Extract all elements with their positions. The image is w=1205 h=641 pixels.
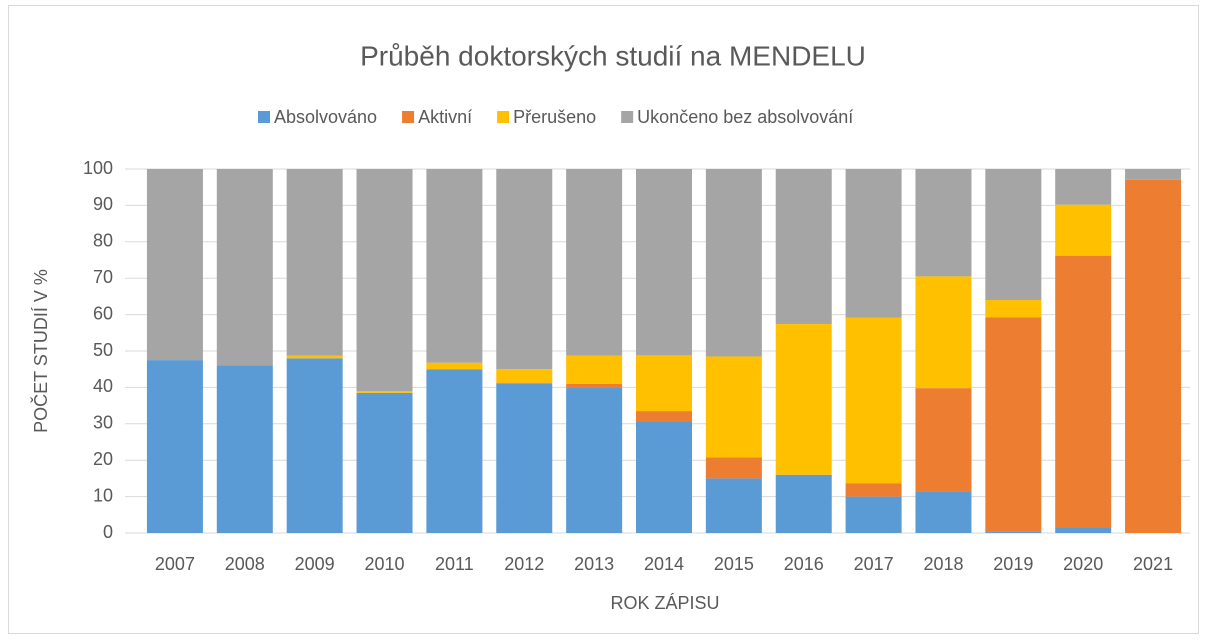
x-tick-label: 2011 (435, 554, 474, 574)
bar-segment (146, 360, 203, 533)
bar-segment (845, 317, 902, 484)
bar-segment (705, 478, 762, 533)
bar-segment (636, 355, 692, 412)
bar-segment (775, 474, 832, 533)
legend-swatch (402, 111, 415, 123)
y-tick-label: 50 (93, 340, 113, 360)
bar-segment (845, 169, 902, 318)
bar-segment (1055, 255, 1112, 528)
x-tick-label: 2018 (923, 554, 963, 574)
bar-segment (985, 300, 1042, 318)
y-tick-label: 70 (93, 267, 113, 287)
legend-label: Přerušeno (513, 107, 596, 127)
legend-swatch (497, 111, 510, 123)
bar-segment (356, 392, 413, 533)
bar-segment (705, 356, 762, 458)
bar-segment (1055, 527, 1112, 533)
bar-segment (496, 382, 553, 384)
bar-segment (636, 411, 692, 422)
x-tick-label: 2017 (854, 554, 894, 574)
bar-segment (566, 383, 623, 388)
x-tick-label: 2008 (225, 554, 265, 574)
legend-label: Aktivní (418, 107, 472, 127)
x-tick-label: 2012 (504, 554, 544, 574)
bar-segment (915, 169, 972, 277)
bar-segment (636, 421, 692, 533)
bar-segment (985, 317, 1042, 532)
x-tick-label: 2020 (1063, 554, 1103, 574)
x-axis-label: ROK ZÁPISU (610, 593, 719, 613)
legend-label: Absolvováno (274, 107, 377, 127)
x-tick-label: 2015 (714, 554, 754, 574)
bar-segment (566, 355, 623, 384)
x-tick-label: 2013 (574, 554, 614, 574)
x-tick-label: 2009 (295, 554, 335, 574)
bar-segment (985, 169, 1042, 301)
bar-segment (146, 169, 203, 361)
x-tick-label: 2021 (1133, 554, 1173, 574)
bar-segment (1055, 169, 1112, 205)
bar-segment (496, 169, 553, 370)
bar-segment (356, 391, 413, 393)
bar-segment (216, 365, 273, 533)
bar-segment (496, 369, 553, 383)
bar-segment (1055, 204, 1112, 256)
bar-segment (775, 169, 832, 325)
y-tick-label: 60 (93, 303, 113, 323)
chart-title: Průběh doktorských studií na MENDELU (360, 40, 866, 71)
bar-segment (356, 169, 413, 392)
y-tick-label: 0 (103, 522, 113, 542)
x-tick-label: 2016 (784, 554, 824, 574)
bar-segment (1125, 179, 1182, 534)
y-tick-label: 20 (93, 449, 113, 469)
legend-swatch (621, 111, 634, 123)
bar-segment (705, 169, 762, 357)
bar-segment (915, 491, 972, 533)
bar-segment (496, 383, 553, 533)
bar-segment (915, 276, 972, 389)
bar-segment (845, 483, 902, 497)
x-tick-label: 2010 (365, 554, 405, 574)
x-tick-label: 2007 (155, 554, 195, 574)
bar-segment (985, 531, 1042, 533)
bar-segment (775, 324, 832, 475)
bar-segment (915, 388, 972, 492)
bar-segment (286, 169, 343, 356)
y-tick-label: 30 (93, 413, 113, 433)
y-tick-label: 100 (83, 158, 113, 178)
bar-segment (1125, 169, 1182, 180)
bar-segment (426, 362, 483, 370)
bar-segment (845, 496, 902, 533)
x-tick-label: 2019 (993, 554, 1033, 574)
y-tick-label: 80 (93, 231, 113, 251)
bar-segment (636, 169, 692, 356)
bar-segment (286, 355, 343, 359)
y-tick-label: 40 (93, 376, 113, 396)
bar-segment (566, 169, 623, 356)
bar-segment (705, 457, 762, 479)
y-axis-label: POČET STUDIÍ V % (30, 269, 51, 433)
bar-segment (286, 358, 343, 533)
bar-segment (426, 169, 483, 363)
legend-label: Ukončeno bez absolvování (637, 107, 853, 127)
y-tick-label: 10 (93, 485, 113, 505)
y-tick-label: 90 (93, 194, 113, 214)
x-tick-label: 2014 (644, 554, 684, 574)
bar-segment (216, 169, 273, 366)
bar-segment (566, 387, 623, 533)
legend-swatch (258, 111, 270, 123)
bar-segment (426, 369, 483, 533)
